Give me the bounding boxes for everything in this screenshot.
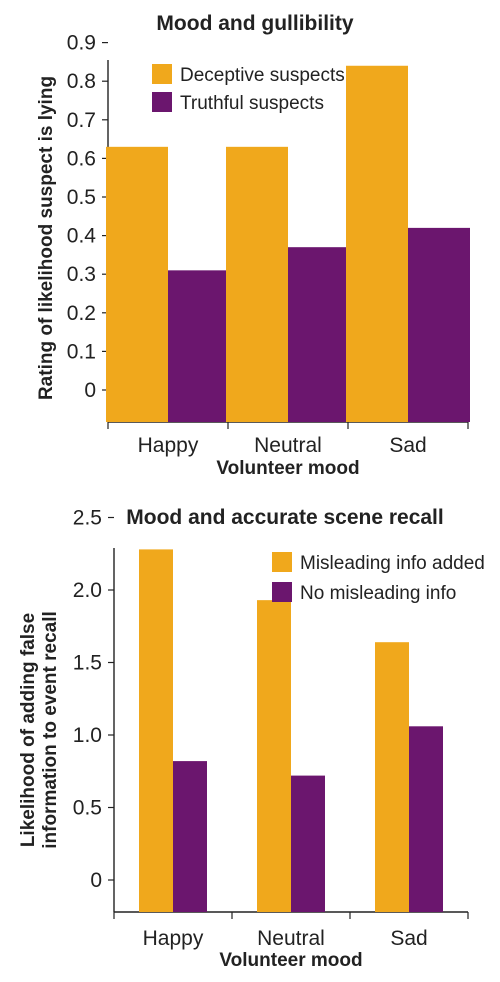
category-label: Happy [143,927,204,950]
bar-misleading-info-added [139,549,173,912]
y-tick-label: 0.6 [67,147,96,170]
category-label: Sad [390,927,427,950]
y-tick-label: 0.4 [67,225,97,248]
y-axis-title-line: Rating of likelihood suspect is lying [36,76,57,400]
category-label: Happy [138,434,199,457]
y-tick-label: 1.5 [73,652,102,675]
bar-misleading-info-added [375,642,409,912]
bar-no-misleading-info [409,726,443,912]
y-tick-label: 0.5 [67,186,96,209]
legend-label: Misleading info added [300,553,485,574]
y-tick-label: 0 [90,869,102,892]
legend-label: Deceptive suspects [180,65,345,86]
y-tick-label: 0.2 [67,302,96,325]
bar-deceptive-suspects [226,146,288,422]
y-tick-label: 2.5 [73,507,102,530]
x-axis-title: Volunteer mood [216,458,359,479]
x-axis-title: Volunteer mood [219,950,362,971]
category-label: Neutral [254,434,322,457]
y-tick-label: 0.3 [67,263,96,286]
legend-swatch [272,582,292,602]
scene-recall-chart: Mood and accurate scene recall 0 0.5 1.0 1.… [0,490,500,982]
bar-no-misleading-info [173,761,207,912]
bar-truthful-suspects [288,247,350,422]
bar-truthful-suspects [168,270,230,422]
y-tick-label: 0 [84,379,96,402]
y-tick-label: 0.7 [67,109,96,132]
bar-deceptive-suspects [346,65,408,422]
y-tick-label: 2.0 [73,579,102,602]
legend-label: No misleading info [300,583,456,604]
y-axis-title-line: information to event recall [40,611,61,849]
chart-title: Mood and gullibility [156,12,354,35]
y-tick-label: 0.8 [67,70,96,93]
legend-swatch [272,552,292,572]
gullibility-chart: Mood and gullibility 0 0.1 0.2 0.3 0.4 0.5 0.6… [0,0,500,490]
category-label: Neutral [257,927,325,950]
bar-misleading-info-added [257,600,291,912]
y-tick-label: 1.0 [73,724,102,747]
scene-recall-chart-plot: 0 0.5 1.0 1.5 2.0 2.5 Happy Neutral Sad Volunteer… [18,507,485,972]
legend-swatch [152,92,172,112]
legend-swatch [152,64,172,84]
legend-label: Truthful suspects [180,93,324,114]
y-axis-title-line: Likelihood of adding false [18,613,39,847]
y-tick-label: 0.9 [67,32,96,55]
y-axis-title: Rating of likelihood suspect is lying [36,76,57,400]
y-tick-label: 0.1 [67,340,96,363]
y-tick-label: 0.5 [73,797,102,820]
y-axis-title: Likelihood of adding false information to… [18,611,61,849]
bar-truthful-suspects [408,227,470,422]
gullibility-chart-plot: 0 0.1 0.2 0.3 0.4 0.5 0.6 0.7 0.8 0.9 Happy Neutral… [36,32,470,479]
category-label: Sad [389,434,426,457]
bar-deceptive-suspects [106,146,168,422]
chart-title: Mood and accurate scene recall [126,506,444,529]
bar-no-misleading-info [291,775,325,912]
